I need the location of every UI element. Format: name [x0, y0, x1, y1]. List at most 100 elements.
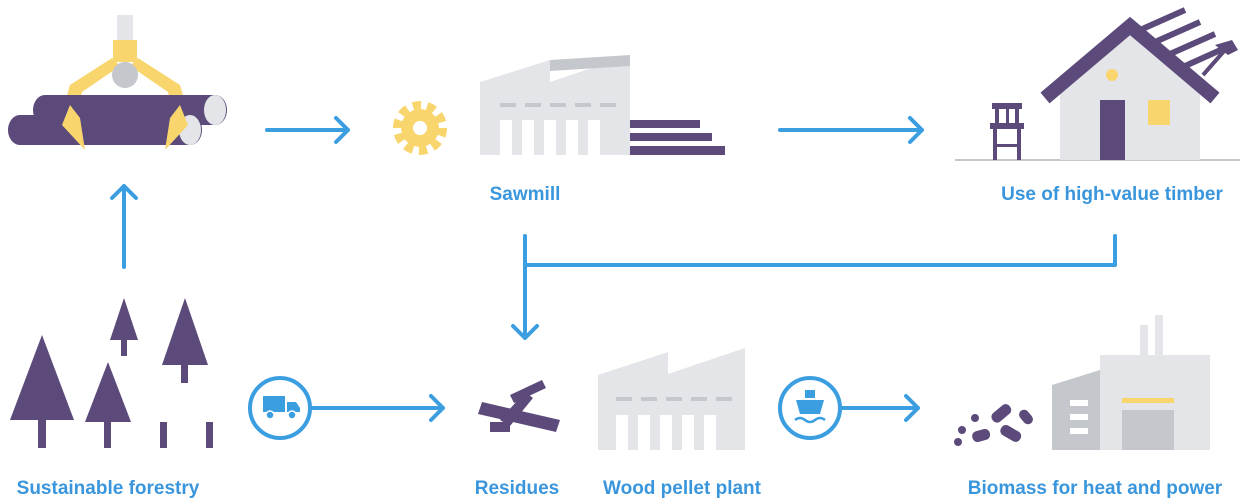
pellets-icon — [954, 402, 1035, 446]
truck-icon-part — [263, 396, 285, 412]
pellet-plant-icon-part-part — [641, 397, 657, 401]
pellets-icon-part — [998, 423, 1023, 444]
pellet-plant-icon — [598, 348, 745, 450]
pellet-plant-icon-part-part — [704, 415, 716, 450]
pellets-icon-part — [971, 428, 991, 443]
pellets-icon-part — [989, 402, 1013, 425]
truck-icon — [250, 378, 310, 438]
power-plant-icon-part — [1140, 325, 1148, 355]
pellet-plant-icon-part-part — [638, 415, 650, 450]
pellet-plant-icon-part-part — [691, 397, 707, 401]
residues-icon-part — [490, 422, 510, 432]
node-label: Sawmill — [490, 184, 561, 205]
ship-icon-part — [805, 390, 815, 398]
sawmill-icon-part-part — [566, 120, 578, 155]
trees-icon-part — [38, 418, 46, 448]
arrow — [267, 118, 348, 142]
logs-icon-part — [117, 15, 133, 43]
pellet-plant-icon-part-part — [716, 397, 732, 401]
trees-icon-part — [104, 420, 111, 448]
power-plant-icon — [1052, 315, 1210, 450]
pellet-plant-icon-part-part — [660, 415, 672, 450]
arrow-part — [267, 118, 348, 142]
trees-icon-part — [206, 422, 213, 448]
house-icon-part-part — [1006, 109, 1009, 123]
arrow — [310, 396, 443, 420]
connector-arrow-part — [513, 236, 537, 338]
arrow-part — [310, 396, 443, 420]
house-icon-part-part — [1015, 109, 1019, 123]
sawmill-icon-part-part — [550, 103, 566, 107]
ship-icon-part — [796, 400, 824, 414]
logs-icon-part — [112, 62, 138, 88]
connector-arrow-part — [525, 236, 1115, 265]
trees-icon-part — [85, 362, 131, 422]
trees-icon-part — [110, 298, 138, 340]
connector-arrow — [513, 236, 1115, 338]
sawmill-icon-part-part — [525, 103, 541, 107]
house-icon-part — [1148, 100, 1170, 125]
power-plant-icon-part-part — [1070, 414, 1088, 420]
trees-icon-part — [160, 422, 167, 448]
sawmill-icon-part-part — [588, 120, 600, 155]
power-plant-icon-part-part — [1070, 400, 1088, 406]
node-label: Use of high-value timber — [1001, 184, 1223, 205]
power-plant-icon-part — [1122, 398, 1174, 403]
pellet-plant-icon-part-part — [616, 397, 632, 401]
pellets-icon-part — [954, 438, 962, 446]
pellet-plant-icon-part-part — [682, 415, 694, 450]
ship-icon — [780, 378, 840, 438]
pellet-plant-icon-part-part — [616, 415, 628, 450]
house-icon-part-part — [992, 103, 1022, 109]
sawmill-icon-part-part — [544, 120, 556, 155]
house-icon-part-part — [995, 144, 1019, 147]
sawmill-icon-part-part — [500, 120, 512, 155]
node-label: Wood pellet plant — [603, 478, 762, 499]
pellets-icon-part — [971, 414, 979, 422]
house-icon-part — [1106, 69, 1118, 81]
sawmill-icon-part-part — [575, 103, 591, 107]
node-label: Residues — [475, 478, 559, 499]
pellets-icon-part — [1017, 408, 1035, 427]
sawmill-icon — [398, 55, 725, 155]
power-plant-icon-part — [1155, 315, 1163, 355]
supply-chain-diagram: Sawmill Use of high-value timber Sustain… — [0, 0, 1257, 500]
truck-icon-part — [266, 411, 274, 419]
trees-icon-part — [121, 338, 127, 356]
house-icon — [955, 10, 1240, 160]
logs-icon-part — [204, 95, 226, 125]
trees-icon-part — [10, 335, 74, 420]
house-icon-part-part — [990, 123, 1024, 129]
arrow — [840, 396, 918, 420]
power-plant-icon-part — [1122, 410, 1174, 450]
truck-icon-part — [288, 411, 296, 419]
arrow — [112, 186, 136, 267]
residues-icon — [478, 380, 560, 432]
sawmill-icon-part — [630, 146, 725, 155]
sawmill-icon-part — [630, 120, 700, 128]
pellets-icon-part — [958, 426, 966, 434]
arrow-part — [780, 118, 922, 142]
sawmill-icon-part-part — [600, 103, 616, 107]
house-icon-part-part — [995, 109, 999, 123]
arrow — [780, 118, 922, 142]
sawmill-icon-part-part — [500, 103, 516, 107]
sawmill-icon-part — [413, 121, 427, 135]
house-icon-part — [990, 103, 1024, 160]
logs-icon — [8, 15, 227, 150]
sawmill-icon-part-part — [522, 120, 534, 155]
trees-icon — [10, 298, 213, 448]
pellet-plant-icon-part-part — [666, 397, 682, 401]
power-plant-icon-part-part — [1070, 428, 1088, 434]
trees-icon-part — [162, 298, 208, 365]
trees-icon-part — [181, 363, 188, 383]
house-icon-part — [1100, 100, 1125, 160]
power-plant-icon-part — [1052, 370, 1100, 450]
node-label: Biomass for heat and power — [968, 478, 1223, 499]
arrow-part — [112, 186, 136, 267]
node-label: Sustainable forestry — [17, 478, 200, 499]
sawmill-icon-part — [630, 133, 712, 141]
arrow-part — [840, 396, 918, 420]
power-plant-icon-part — [1070, 400, 1088, 434]
logs-icon-part — [113, 40, 137, 62]
